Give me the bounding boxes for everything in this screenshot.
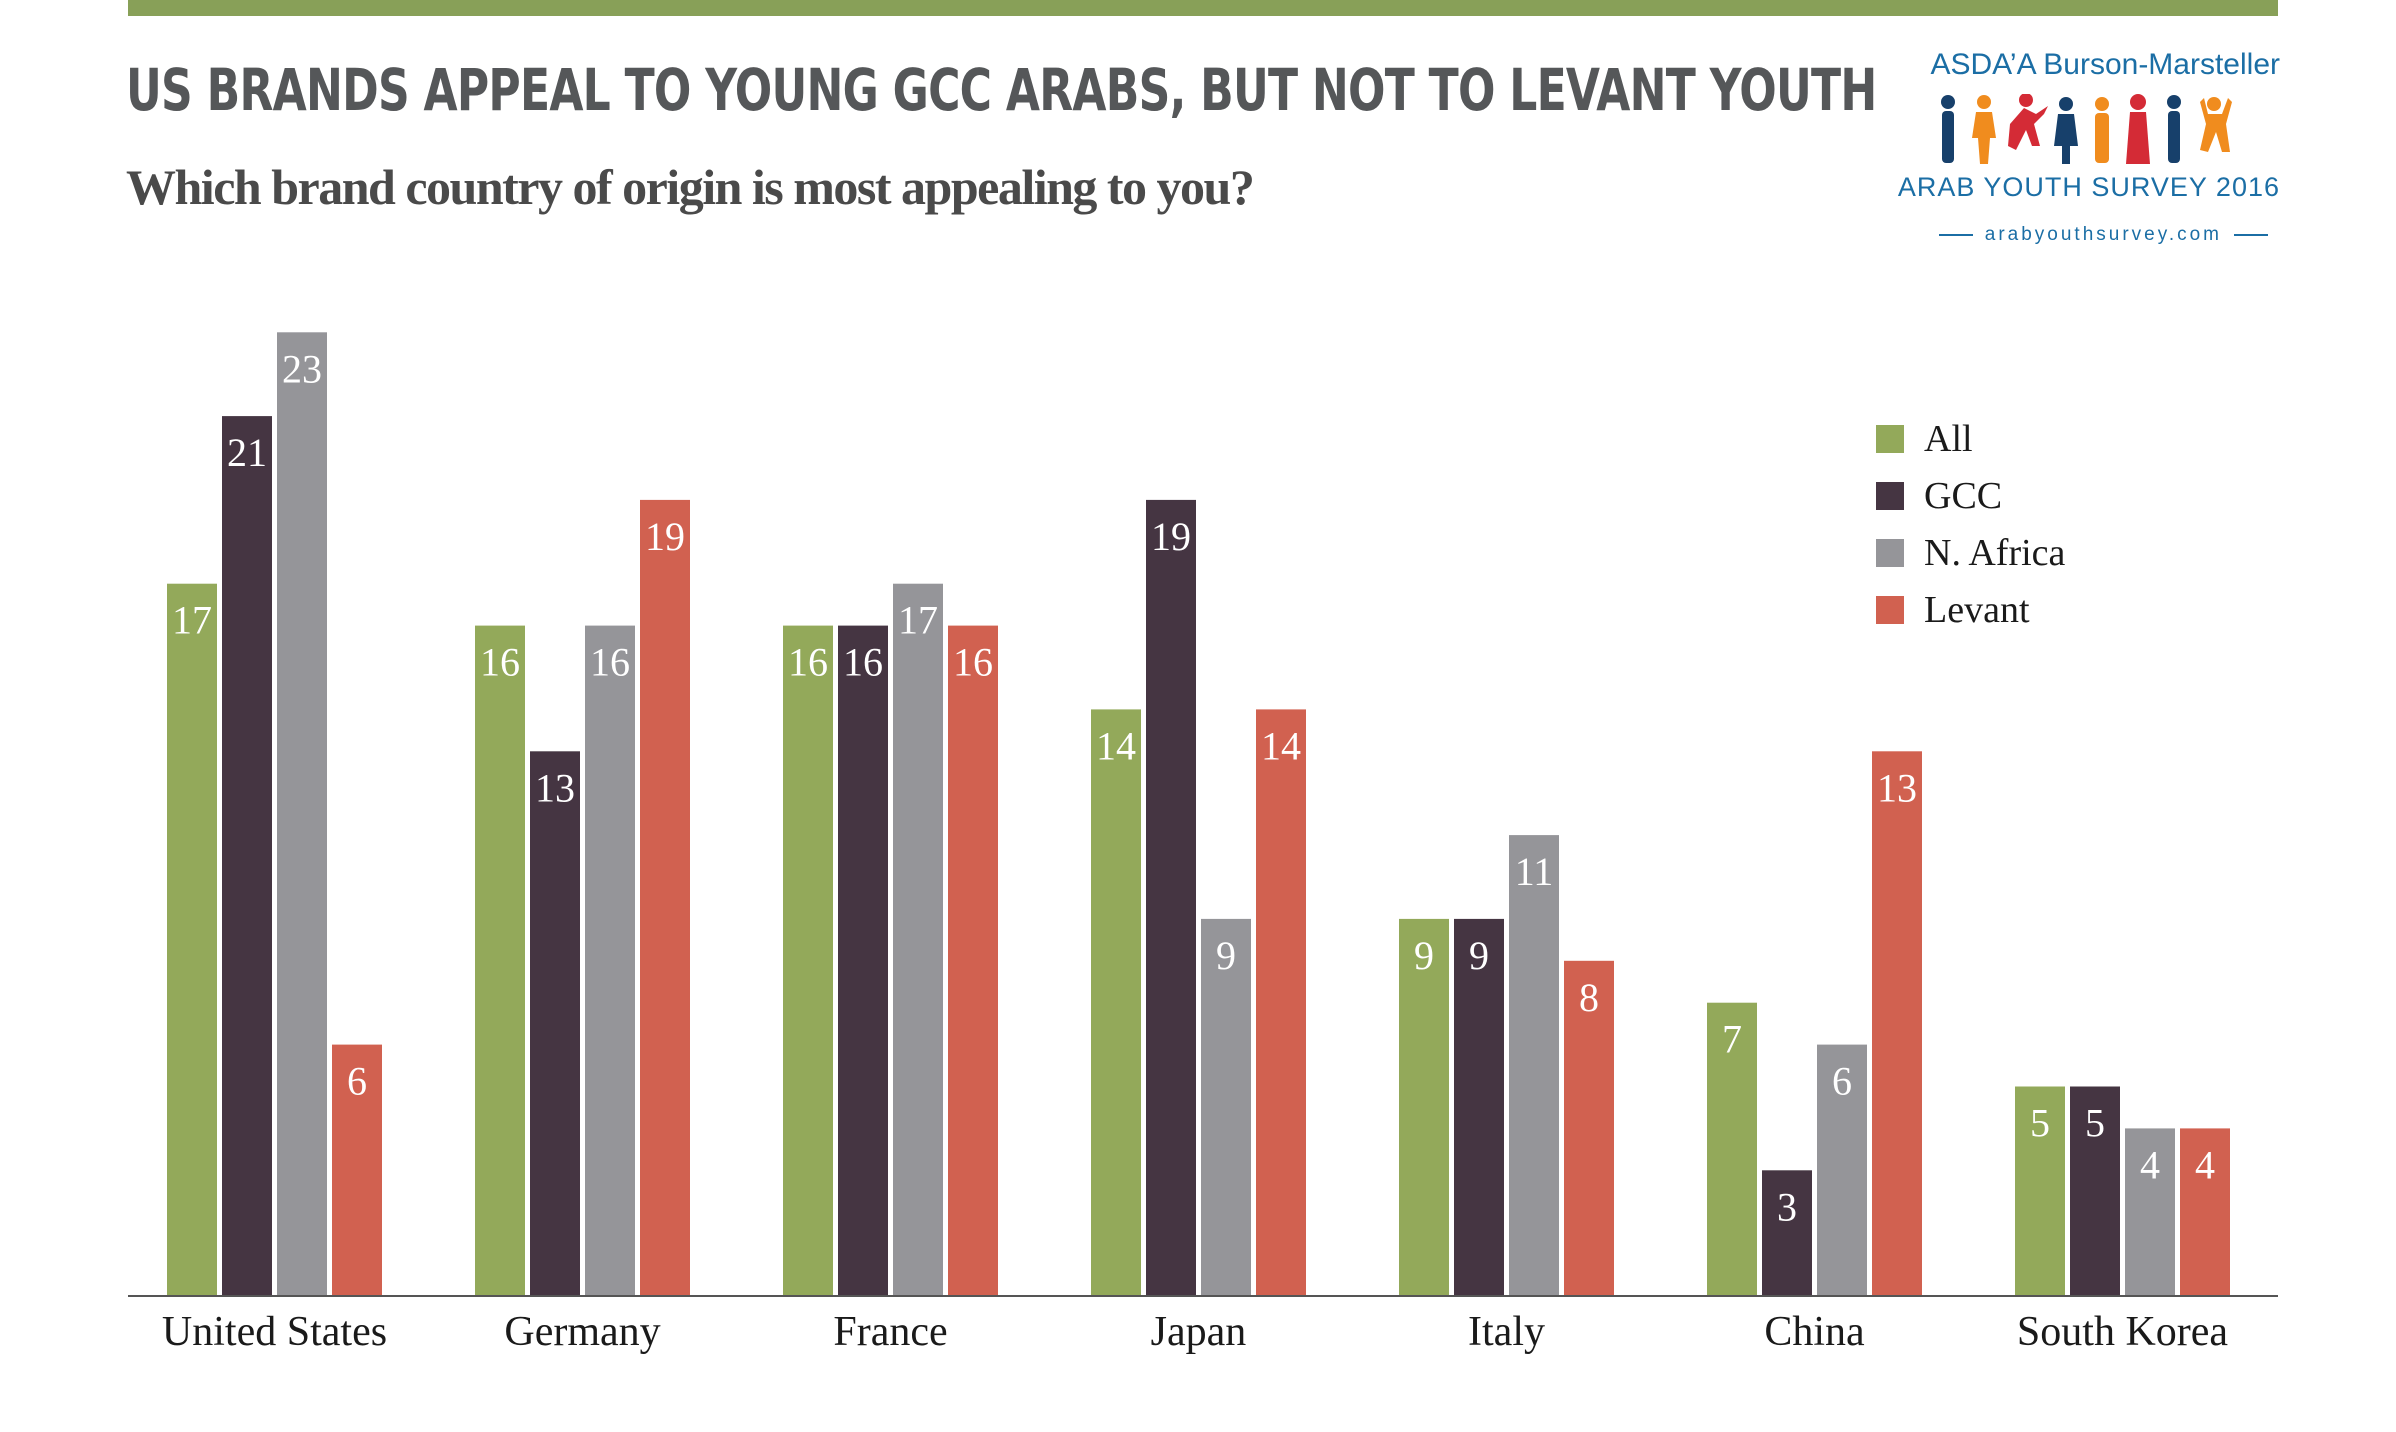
bar-value-label: 5: [2030, 1101, 2050, 1146]
bar-value-label: 11: [1515, 849, 1554, 894]
bar-value-label: 7: [1722, 1017, 1742, 1062]
bar-japan-n-africa: [1201, 918, 1251, 1296]
chart-subtitle: Which brand country of origin is most ap…: [126, 159, 1255, 215]
bar-value-label: 16: [953, 640, 993, 685]
bar-france-n-africa: [893, 583, 943, 1296]
bar-layer: [167, 332, 2230, 1297]
bar-japan-gcc: [1146, 499, 1196, 1296]
bar-value-label: 5: [2085, 1101, 2105, 1146]
page-title: US BRANDS APPEAL TO YOUNG GCC ARABS, BUT…: [126, 56, 1877, 124]
legend-label-levant: Levant: [1924, 589, 2030, 631]
category-label-france: France: [833, 1309, 947, 1355]
bar-china-all: [1707, 1002, 1757, 1296]
category-label-germany: Germany: [504, 1309, 660, 1355]
category-label-japan: Japan: [1151, 1309, 1247, 1355]
bar-china-levant: [1872, 751, 1922, 1296]
category-label-china: China: [1764, 1309, 1865, 1355]
top-accent-band: [128, 0, 2278, 16]
bar-south-korea-levant: [2180, 1128, 2230, 1296]
bar-italy-n-africa: [1509, 835, 1559, 1296]
bar-value-label: 6: [347, 1059, 367, 1104]
bar-germany-all: [475, 625, 525, 1296]
legend-swatch-n-africa: [1876, 539, 1904, 567]
legend-label-all: All: [1924, 418, 1973, 460]
bar-united-states-all: [167, 583, 217, 1296]
bar-united-states-levant: [332, 1044, 382, 1296]
bar-germany-levant: [640, 499, 690, 1296]
bar-value-label: 13: [535, 765, 575, 810]
bar-south-korea-gcc: [2070, 1086, 2120, 1296]
category-labels: United States Germany France Japan Italy Chin…: [162, 1309, 2228, 1355]
youth-figures-icon: [1941, 94, 2232, 164]
legend-label-gcc: GCC: [1924, 475, 2002, 517]
bar-value-label: 19: [1151, 514, 1191, 559]
bar-value-label: 8: [1579, 975, 1599, 1020]
bar-value-label: 19: [645, 514, 685, 559]
bar-south-korea-all: [2015, 1086, 2065, 1296]
bar-value-label: 14: [1261, 723, 1301, 768]
bar-value-label: 9: [1414, 933, 1434, 978]
legend-swatch-gcc: [1876, 482, 1904, 510]
logo-website: arabyouthsurvey.com: [1927, 224, 2280, 246]
bar-value-label: 16: [843, 640, 883, 685]
legend-swatch-levant: [1876, 596, 1904, 624]
bar-value-label: 9: [1216, 933, 1236, 978]
bar-value-label: 9: [1469, 933, 1489, 978]
bar-italy-levant: [1564, 960, 1614, 1296]
bar-value-label: 13: [1877, 765, 1917, 810]
bar-italy-all: [1399, 918, 1449, 1296]
logo-survey-name: ARAB YOUTH SURVEY 2016: [1897, 172, 2280, 202]
bar-germany-n-africa: [585, 625, 635, 1296]
bar-china-n-africa: [1817, 1044, 1867, 1296]
bar-france-levant: [948, 625, 998, 1296]
bar-germany-gcc: [530, 751, 580, 1296]
bar-italy-gcc: [1454, 918, 1504, 1296]
bar-france-all: [783, 625, 833, 1296]
bar-value-label: 23: [282, 346, 322, 391]
logo-org-name: ASDA’A Burson-Marsteller: [1930, 48, 2280, 81]
bar-japan-levant: [1256, 709, 1306, 1296]
bar-china-gcc: [1762, 1170, 1812, 1296]
category-label-italy: Italy: [1468, 1309, 1545, 1355]
bar-value-label: 4: [2140, 1142, 2160, 1187]
bar-value-label: 16: [590, 640, 630, 685]
bar-value-label: 21: [227, 430, 267, 475]
bar-value-label: 16: [788, 640, 828, 685]
bar-united-states-gcc: [222, 416, 272, 1297]
bar-value-label: 17: [898, 598, 938, 643]
category-label-united-states: United States: [162, 1309, 387, 1355]
bar-value-label: 17: [172, 598, 212, 643]
bar-france-gcc: [838, 625, 888, 1296]
bar-japan-all: [1091, 709, 1141, 1296]
bar-value-label: 16: [480, 640, 520, 685]
legend-label-n-africa: N. Africa: [1924, 532, 2066, 574]
bar-south-korea-n-africa: [2125, 1128, 2175, 1296]
bar-value-label: 14: [1096, 723, 1136, 768]
chart-legend: All GCC N. Africa Levant: [1876, 418, 2066, 631]
category-label-south-korea: South Korea: [2017, 1309, 2228, 1355]
survey-logo: ASDA’A Burson-Marsteller ARAB YOUTH SURV…: [1898, 48, 2280, 258]
bar-value-label: 3: [1777, 1184, 1797, 1229]
bar-value-label: 6: [1832, 1059, 1852, 1104]
bar-united-states-n-africa: [277, 332, 327, 1296]
legend-swatch-all: [1876, 425, 1904, 453]
bar-value-label: 4: [2195, 1142, 2215, 1187]
